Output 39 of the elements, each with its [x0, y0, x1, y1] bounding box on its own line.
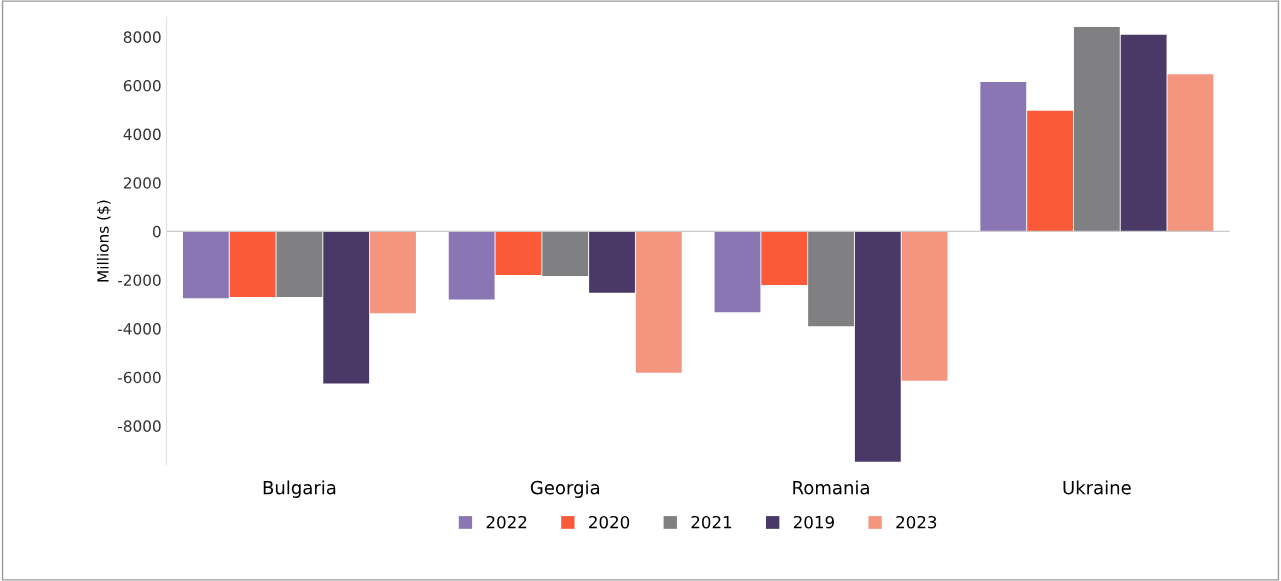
- bar: [370, 231, 416, 314]
- x-tick-label: Romania: [793, 480, 869, 495]
- bar: [1120, 34, 1167, 232]
- bar: [276, 231, 323, 298]
- legend-label: 2023: [896, 515, 937, 529]
- bar: [1027, 110, 1073, 232]
- x-tick-label: Georgia: [530, 480, 599, 498]
- legend-label: 2022: [486, 515, 527, 529]
- bar: [495, 231, 542, 275]
- x-tick-label: Ukraine: [1063, 480, 1131, 495]
- y-tick-label: 6000: [123, 79, 161, 92]
- bar: [229, 231, 276, 298]
- bar: [854, 231, 901, 462]
- bar: [808, 231, 854, 327]
- bar: [589, 231, 635, 293]
- y-tick-label: -4000: [118, 323, 161, 335]
- y-tick-label: 2000: [123, 177, 161, 189]
- x-tick-label: Bulgaria: [263, 480, 336, 498]
- legend-label: 2021: [691, 515, 732, 529]
- y-tick-label: -2000: [118, 274, 161, 287]
- bar: [635, 231, 682, 373]
- legend-label: 2020: [589, 515, 630, 529]
- y-tick-label: 8000: [123, 31, 161, 43]
- bar: [1073, 26, 1120, 232]
- bar: [980, 82, 1027, 232]
- bar: [323, 231, 370, 384]
- bar: [714, 231, 761, 313]
- y-tick-label: 4000: [123, 128, 161, 141]
- bar: [182, 231, 229, 299]
- bar: [448, 231, 495, 300]
- bar: [1167, 74, 1214, 232]
- y-tick-label: 0: [152, 225, 161, 238]
- legend-label: 2019: [793, 515, 834, 529]
- bar: [542, 231, 589, 276]
- y-tick-label: -6000: [118, 371, 161, 384]
- bar: [901, 231, 948, 381]
- y-axis-title: Millions ($): [96, 200, 111, 282]
- y-tick-label: -8000: [118, 420, 161, 432]
- bar: [761, 231, 808, 285]
